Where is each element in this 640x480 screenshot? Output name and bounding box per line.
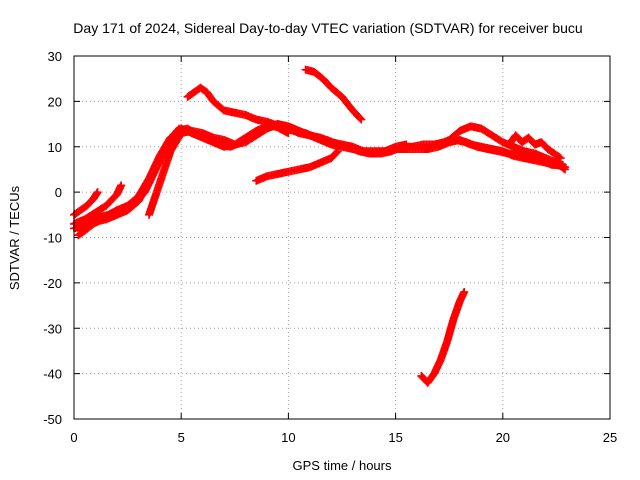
chart-title: Day 171 of 2024, Sidereal Day-to-day VTE… — [73, 20, 582, 36]
x-tick-label: 15 — [388, 430, 402, 445]
data-point — [402, 140, 411, 149]
data-points — [70, 65, 569, 387]
series-arc-l — [505, 131, 565, 163]
data-point — [117, 181, 126, 190]
y-tick-label: 20 — [48, 94, 62, 109]
data-point — [332, 148, 341, 157]
y-tick-label: -10 — [43, 231, 62, 246]
y-tick-label: -50 — [43, 412, 62, 427]
series-arc-f — [80, 124, 184, 228]
y-tick-label: -20 — [43, 276, 62, 291]
data-point — [460, 287, 469, 296]
plot-frame — [73, 55, 611, 420]
data-point — [356, 114, 365, 123]
data-point — [555, 153, 564, 162]
y-tick-label: 30 — [48, 49, 62, 64]
x-tick-label: 20 — [496, 430, 510, 445]
tick-labels: 0 5 10 15 20 25 -50 -40 -30 -20 -10 0 10 20 30 — [43, 49, 617, 445]
x-tick-label: 25 — [603, 430, 617, 445]
data-point — [357, 115, 366, 124]
y-tick-label: 10 — [48, 140, 62, 155]
series-arc-i — [252, 147, 342, 185]
y-tick-label: -30 — [43, 321, 62, 336]
series-arc-c — [145, 120, 411, 219]
y-axis-label: SDTVAR / TECUs — [7, 185, 22, 290]
data-point — [175, 124, 184, 133]
y-tick-label: -40 — [43, 367, 62, 382]
data-point — [284, 129, 293, 138]
data-point — [556, 154, 565, 163]
x-tick-label: 5 — [178, 430, 185, 445]
series-arc-h — [301, 65, 366, 124]
x-axis-label: GPS time / hours — [293, 458, 392, 473]
x-tick-label: 0 — [70, 430, 77, 445]
series-arc-g — [183, 83, 293, 138]
y-tick-label: 0 — [55, 185, 62, 200]
grid — [73, 55, 611, 420]
data-point — [559, 164, 568, 173]
data-point — [560, 165, 569, 174]
data-point — [333, 147, 342, 156]
data-point — [93, 188, 102, 197]
series-arc-j — [417, 287, 469, 387]
x-tick-label: 10 — [281, 430, 295, 445]
